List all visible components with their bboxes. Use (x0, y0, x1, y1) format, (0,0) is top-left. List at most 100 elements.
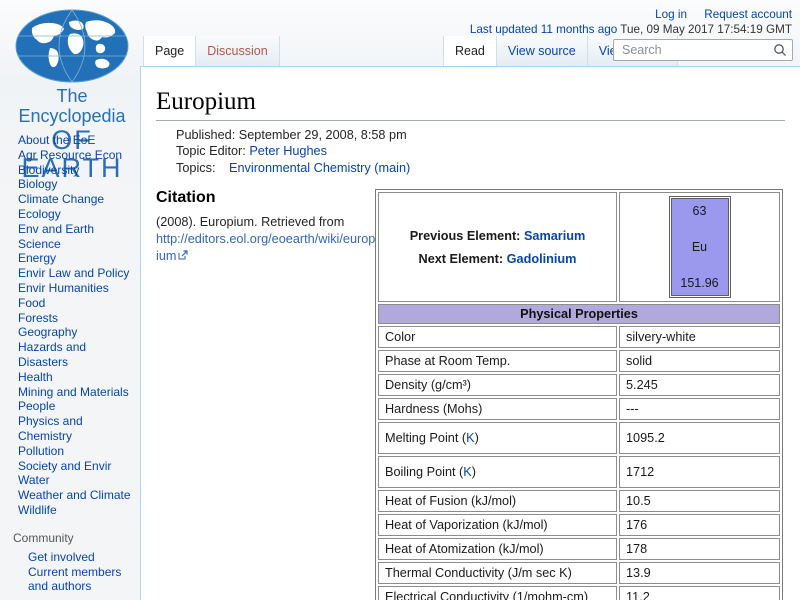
tab-discussion[interactable]: Discussion (196, 36, 280, 66)
next-element-link[interactable]: Gadolinium (506, 251, 577, 266)
sidebar-link[interactable]: Pollution (18, 443, 65, 458)
sidebar-link[interactable]: Env and Earth Science (18, 221, 95, 251)
previous-element-label: Previous Element: (409, 228, 524, 243)
sidebar-item: Get involved (28, 550, 138, 565)
element-tile-cell: 63 Eu 151.96 (619, 192, 780, 302)
sidebar-link[interactable]: About the EoE (18, 133, 96, 147)
property-value: 5.245 (619, 374, 780, 396)
sidebar-nav: About the EoE Agr Resource Econ Biodiversi… (0, 133, 140, 600)
content-area: Europium Published: September 29, 2008, … (140, 66, 800, 600)
sidebar-item: Geography (18, 325, 138, 340)
sidebar-link[interactable]: Society and Envir (18, 458, 112, 473)
element-nav-row: Previous Element: Samarium Next Element:… (378, 192, 780, 302)
property-value: --- (619, 398, 780, 420)
sidebar-item: Current members and authors (28, 565, 138, 595)
property-value: 1095.2 (619, 422, 780, 454)
sidebar-link[interactable]: Envir Humanities (18, 280, 109, 295)
sidebar-link[interactable]: Envir Law and Policy (18, 266, 130, 281)
sidebar-link[interactable]: Current members and authors (28, 564, 122, 594)
sidebar-link[interactable]: Geography (18, 325, 78, 340)
property-unit-link[interactable]: K (463, 465, 472, 479)
sidebar-sections: Community Get involved Current members and… (0, 531, 140, 600)
sidebar-item: Climate Change (18, 192, 138, 207)
search-icon[interactable] (773, 43, 787, 57)
sidebar-item: Health (18, 370, 138, 385)
property-value: 178 (619, 538, 780, 560)
request-account-link[interactable]: Request account (704, 8, 792, 21)
login-link[interactable]: Log in (655, 8, 688, 21)
sidebar-link[interactable]: Mining and Materials (18, 384, 129, 399)
property-row: Heat of Atomization (kJ/mol) 178 (378, 538, 780, 560)
citation-section: Citation (2008). Europium. Retrieved fro… (156, 189, 376, 265)
sidebar-link[interactable]: Health (18, 369, 53, 384)
property-value: solid (619, 350, 780, 372)
property-label: Heat of Vaporization (kJ/mol) (378, 514, 617, 536)
property-value: 176 (619, 514, 780, 536)
sidebar-link[interactable]: Biology (18, 177, 58, 192)
atomic-number: 63 (692, 204, 707, 218)
citation-url-link[interactable]: http://editors.eol.org/eoearth/wiki/euro… (156, 232, 375, 263)
sidebar-link[interactable]: Physics and Chemistry (18, 414, 83, 443)
search-input[interactable] (620, 41, 769, 59)
sidebar-item: Ecology (18, 207, 138, 222)
citation-heading: Citation (156, 189, 216, 206)
sidebar-link[interactable]: Water (18, 473, 50, 488)
previous-element-link[interactable]: Samarium (523, 228, 586, 243)
sidebar-link[interactable]: Wildlife (18, 502, 57, 517)
sidebar-item: Pollution (18, 444, 138, 459)
sidebar-item: Envir Humanities (18, 281, 138, 296)
logo-text-line2: OF EARTH (21, 125, 123, 183)
sidebar-link[interactable]: Food (18, 295, 46, 310)
logo-text-line1: The Encyclopedia (18, 86, 126, 126)
sidebar-link[interactable]: Energy (18, 251, 57, 266)
sidebar-item: Weather and Climate (18, 488, 138, 503)
sidebar-link[interactable]: Ecology (18, 206, 61, 221)
property-label: Phase at Room Temp. (378, 350, 617, 372)
element-symbol: Eu (691, 240, 708, 254)
topics-link[interactable]: Environmental Chemistry (main) (229, 161, 411, 176)
external-link-icon (178, 250, 189, 260)
sidebar-item: Agr Resource Econ (18, 148, 138, 163)
sidebar-item: Biodiversity (18, 163, 138, 178)
topic-editor-label: Topic Editor: (176, 143, 246, 158)
next-element-line: Next Element: Gadolinium (385, 252, 610, 266)
sidebar-link[interactable]: Hazards and Disasters (18, 340, 87, 369)
sidebar-link[interactable]: Weather and Climate (18, 488, 131, 503)
sidebar-section-title: Community (13, 530, 74, 545)
tab-view-source[interactable]: View source (496, 36, 588, 66)
property-label: Hardness (Mohs) (378, 398, 617, 420)
property-row: Electrical Conductivity (1/mohm-cm) 11.2 (378, 586, 780, 600)
namespace-tabs: Page Discussion (143, 36, 280, 66)
topics-label: Topics: (176, 161, 216, 176)
topic-editor-link[interactable]: Peter Hughes (249, 143, 327, 158)
tab-read[interactable]: Read (443, 36, 497, 66)
last-updated-link[interactable]: Last updated 11 months ago (469, 23, 618, 36)
sidebar-link[interactable]: Biodiversity (18, 162, 80, 177)
sidebar-section-list: Get involved Current members and authors (0, 550, 140, 594)
atomic-mass: 151.96 (680, 276, 719, 290)
previous-element-line: Previous Element: Samarium (385, 229, 610, 243)
property-label: Heat of Atomization (kJ/mol) (378, 538, 617, 560)
personal-bar: Log in Request account Last updated 11 m… (470, 7, 792, 37)
sidebar-link[interactable]: Climate Change (18, 192, 105, 207)
sidebar-item: Env and Earth Science (18, 222, 138, 252)
sidebar-item: Water (18, 473, 138, 488)
site-logo[interactable]: The Encyclopedia OF EARTH (6, 8, 138, 182)
property-row: Color silvery-white (378, 326, 780, 348)
property-label: Electrical Conductivity (1/mohm-cm) (378, 586, 617, 600)
property-row: Thermal Conductivity (J/m sec K) 13.9 (378, 562, 780, 584)
sidebar-link[interactable]: People (18, 399, 56, 414)
property-row: Melting Point (K) 1095.2 (378, 422, 780, 454)
sidebar-item: Society and Envir (18, 459, 138, 474)
property-value: 11.2 (619, 586, 780, 600)
sidebar-link[interactable]: Get involved (28, 549, 95, 564)
tab-page[interactable]: Page (143, 36, 197, 66)
property-value: 10.5 (619, 490, 780, 512)
property-label: Thermal Conductivity (J/m sec K) (378, 562, 617, 584)
sidebar-link[interactable]: Agr Resource Econ (18, 147, 123, 162)
sidebar-link[interactable]: Forests (18, 310, 59, 325)
article-meta: Published: September 29, 2008, 8:58 pm T… (176, 128, 800, 177)
sidebar-main-list: About the EoE Agr Resource Econ Biodiversi… (0, 133, 140, 518)
property-unit-link[interactable]: K (466, 431, 475, 445)
sidebar-item: Energy (18, 251, 138, 266)
